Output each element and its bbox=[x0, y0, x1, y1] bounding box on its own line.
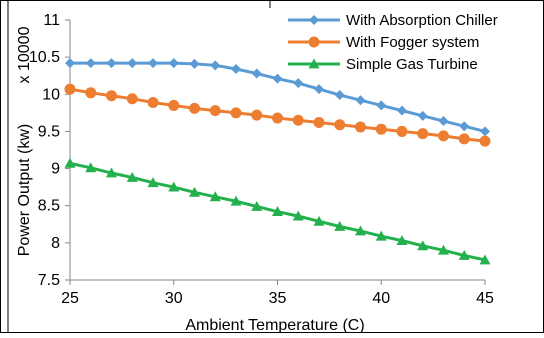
data-point bbox=[438, 244, 449, 255]
data-point bbox=[334, 119, 346, 131]
data-point bbox=[375, 123, 387, 135]
data-point bbox=[127, 58, 138, 69]
data-point bbox=[459, 121, 470, 132]
data-point bbox=[397, 105, 407, 116]
data-point bbox=[314, 84, 324, 95]
data-point bbox=[251, 109, 263, 121]
y-axis-title: Power Output (kw) bbox=[16, 124, 33, 256]
x-axis-title: Ambient Temperature (C) bbox=[185, 317, 364, 333]
data-point bbox=[189, 186, 200, 197]
data-point bbox=[438, 116, 449, 127]
series-2 bbox=[64, 83, 491, 147]
x-tick-label: 30 bbox=[165, 290, 183, 307]
data-point bbox=[106, 90, 117, 102]
data-point bbox=[375, 230, 387, 241]
y-axis-multiplier: x 10000 bbox=[16, 26, 33, 83]
data-point bbox=[147, 96, 159, 108]
legend-swatch-marker bbox=[309, 15, 319, 25]
data-point bbox=[148, 58, 158, 69]
data-point bbox=[458, 133, 470, 145]
data-point bbox=[126, 93, 138, 105]
data-point bbox=[251, 68, 262, 79]
data-point bbox=[126, 171, 138, 182]
data-point bbox=[64, 83, 76, 95]
data-point bbox=[230, 195, 242, 206]
data-point bbox=[147, 177, 159, 188]
data-point bbox=[85, 162, 97, 173]
data-point bbox=[334, 221, 346, 231]
data-point bbox=[210, 60, 221, 71]
data-point bbox=[168, 58, 179, 69]
data-point bbox=[355, 225, 366, 236]
y-tick-label: 9 bbox=[51, 161, 60, 178]
data-point bbox=[168, 99, 180, 111]
y-tick-label: 11 bbox=[43, 12, 60, 29]
legend: With Absorption Chiller With Fogger syste… bbox=[288, 12, 498, 73]
data-point bbox=[209, 105, 221, 117]
data-point bbox=[292, 210, 304, 221]
data-point bbox=[376, 100, 387, 111]
legend-label: With Fogger system bbox=[346, 34, 479, 51]
x-tick-label: 35 bbox=[269, 290, 287, 307]
data-point bbox=[458, 249, 470, 260]
data-point bbox=[209, 191, 221, 202]
data-point bbox=[396, 125, 408, 137]
data-point bbox=[85, 58, 96, 69]
data-point bbox=[189, 102, 200, 114]
y-tick-label: 10.5 bbox=[29, 49, 60, 66]
series-layer bbox=[64, 58, 491, 265]
data-point bbox=[313, 117, 325, 129]
data-point bbox=[251, 200, 263, 211]
data-point bbox=[106, 58, 117, 69]
legend-swatch-marker bbox=[308, 36, 320, 48]
series-3 bbox=[64, 157, 491, 265]
series-1 bbox=[65, 58, 490, 137]
data-point bbox=[189, 58, 200, 69]
data-point bbox=[479, 135, 491, 147]
data-point bbox=[417, 110, 428, 121]
data-point bbox=[65, 58, 75, 69]
data-point bbox=[438, 130, 449, 142]
data-point bbox=[231, 64, 241, 75]
y-tick-label: 7.5 bbox=[38, 272, 60, 289]
x-tick-labels: 25 30 35 40 45 bbox=[61, 290, 494, 307]
data-point bbox=[334, 90, 345, 101]
data-point bbox=[293, 78, 304, 89]
legend-label: With Absorption Chiller bbox=[346, 12, 498, 29]
y-tick-labels: 7.5 8 8.5 9 9.5 10 10.5 11 bbox=[29, 12, 60, 289]
data-point bbox=[417, 240, 429, 251]
data-point bbox=[480, 126, 490, 137]
legend-entry: Simple Gas Turbine bbox=[288, 56, 478, 73]
data-point bbox=[292, 114, 304, 126]
y-tick-label: 8.5 bbox=[38, 198, 60, 215]
data-point bbox=[64, 157, 76, 168]
data-point bbox=[272, 112, 283, 124]
data-point bbox=[272, 206, 283, 217]
data-point bbox=[106, 167, 117, 178]
data-point bbox=[272, 73, 283, 84]
y-tick-label: 9.5 bbox=[38, 123, 60, 140]
x-tick-label: 45 bbox=[476, 290, 494, 307]
legend-entry: With Absorption Chiller bbox=[288, 12, 498, 29]
legend-entry: With Fogger system bbox=[288, 34, 479, 51]
data-point bbox=[417, 128, 429, 140]
legend-swatch-marker bbox=[308, 58, 320, 69]
data-point bbox=[355, 121, 366, 133]
data-point bbox=[313, 215, 325, 226]
x-tick-label: 40 bbox=[372, 290, 390, 307]
data-point bbox=[396, 235, 408, 246]
y-tick-label: 8 bbox=[51, 235, 60, 252]
data-point bbox=[355, 95, 366, 106]
data-point bbox=[479, 254, 491, 265]
data-point bbox=[85, 87, 97, 99]
data-point bbox=[168, 181, 180, 192]
data-point bbox=[230, 107, 242, 119]
legend-label: Simple Gas Turbine bbox=[346, 56, 478, 73]
y-tick-label: 10 bbox=[42, 86, 60, 103]
x-tick-label: 25 bbox=[61, 290, 79, 307]
